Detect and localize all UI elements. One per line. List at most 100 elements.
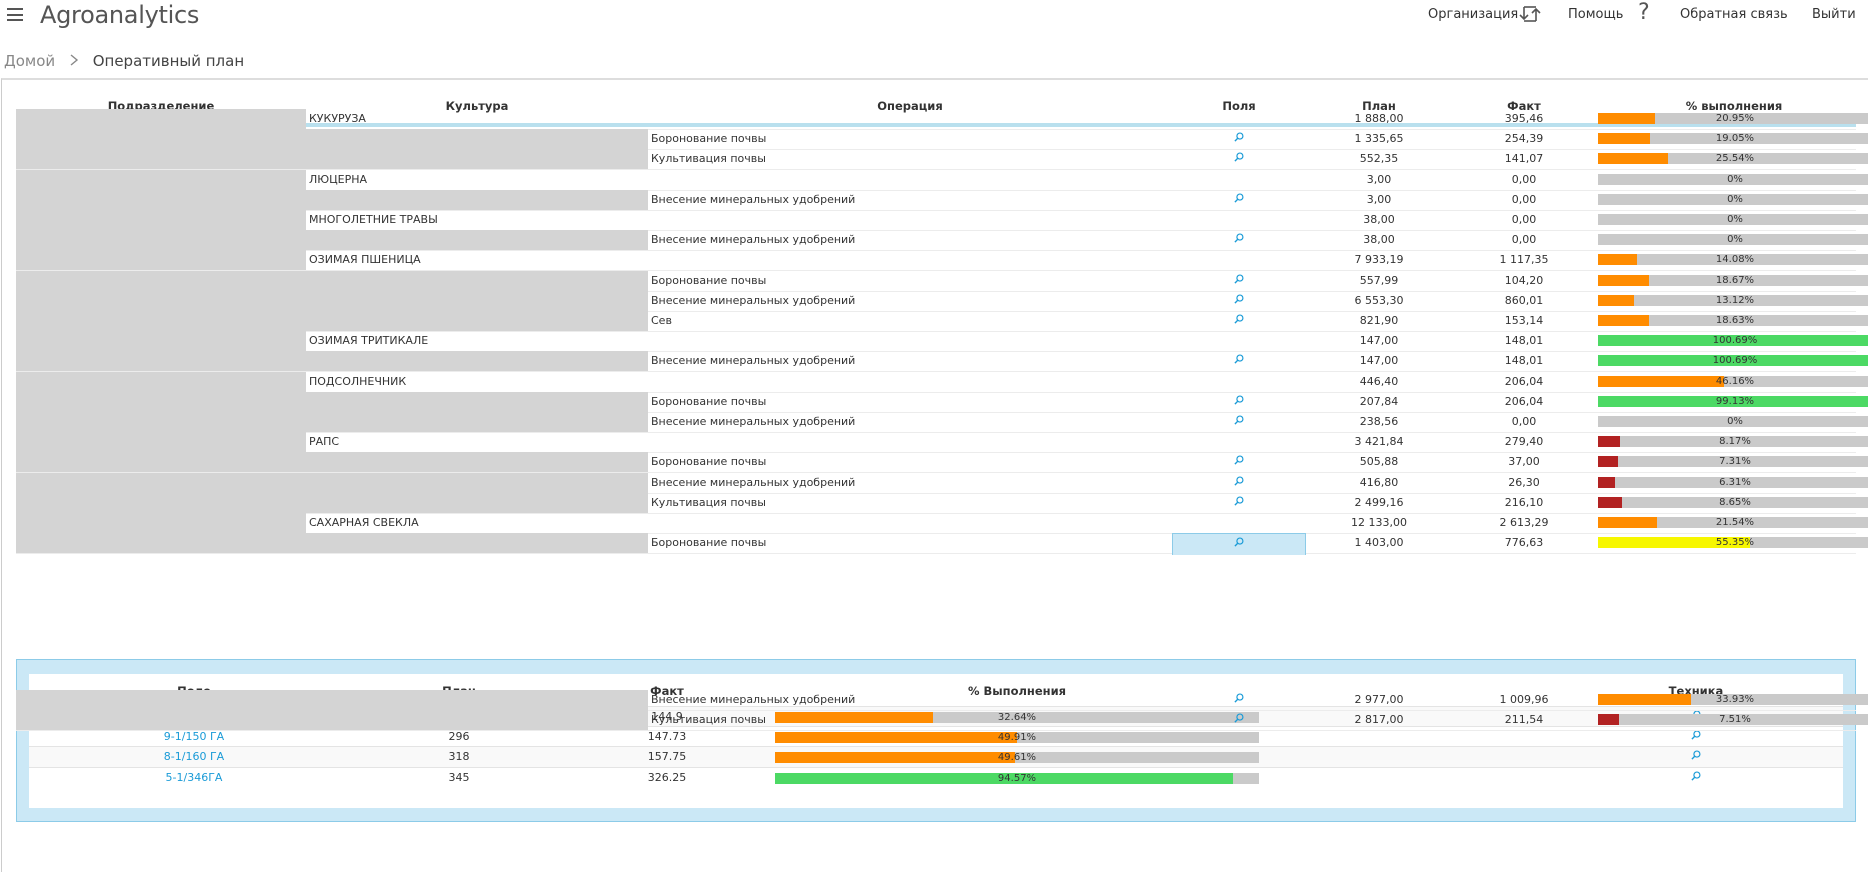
search-icon[interactable] [1234,274,1244,284]
fields-cell[interactable] [1172,129,1306,149]
fields-cell[interactable] [1172,149,1306,169]
search-icon[interactable] [1234,193,1244,203]
fields-cell[interactable] [1172,493,1306,513]
progress-fill [1598,274,1650,286]
progress-label: 94.57% [997,772,1037,784]
operation-row[interactable]: Культивация почвы 552,35 141,07 25.54% [16,149,1868,171]
search-icon[interactable] [1234,455,1244,465]
progress-bar: 8.17% [1598,436,1868,448]
fact-cell: 148,01 [1504,354,1544,368]
col-percent[interactable]: % выполнения [1685,99,1783,113]
culture-row[interactable]: ОЗИМАЯ ТРИТИКАЛЕ 147,00 148,01 100.69% [16,331,1868,353]
search-icon[interactable] [1691,750,1701,760]
logout-link[interactable]: Выйти [1812,7,1856,22]
equipment-cell[interactable] [1549,768,1843,788]
organization-link[interactable]: Организация [1428,7,1519,22]
search-icon[interactable] [1234,537,1244,547]
fields-cell[interactable] [1172,311,1306,331]
operation-row[interactable]: Внесение минеральных удобрений 416,80 26,3… [16,472,1868,494]
col-fields[interactable]: Поля [1222,99,1256,113]
culture-row[interactable]: САХАРНАЯ СВЕКЛА 12 133,00 2 613,29 21.54% [16,513,1868,534]
field-link[interactable]: 9-1/150 ГА [163,730,225,744]
operation-row[interactable]: Боронование почвы 207,84 206,04 99.13% [16,391,1868,413]
search-icon[interactable] [1234,132,1244,142]
culture-row[interactable]: РАПС 3 421,84 279,40 8.17% [16,432,1868,454]
fields-cell[interactable] [1172,452,1306,472]
search-icon[interactable] [1234,354,1244,364]
search-icon[interactable] [1234,395,1244,405]
operation-row[interactable]: Сев 821,90 153,14 18.63% [16,311,1868,332]
plan-cell: 207,84 [1359,394,1399,408]
col-plan[interactable]: План [1362,99,1396,113]
equipment-cell[interactable] [1549,727,1843,747]
field-row[interactable]: 9-1/150 ГА 296 147.73 49.91% [29,726,1843,747]
search-icon[interactable] [1234,152,1244,162]
progress-fill [1598,294,1634,306]
field-row[interactable]: 5-1/346ГА 345 326.25 94.57% [29,766,1843,788]
help-link[interactable]: Помощь [1568,7,1624,22]
operation-row[interactable]: Культивация почвы 2 817,00 211,54 7.51% [16,710,1868,732]
progress-label: 0% [1727,214,1743,225]
fields-cell[interactable] [1172,412,1306,432]
menu-icon[interactable] [7,8,23,21]
col-culture[interactable]: Культура [445,99,509,113]
progress-label: 55.35% [1715,537,1755,549]
operation-row[interactable]: Культивация почвы 2 499,16 216,10 8.65% [16,492,1868,514]
breadcrumb-home[interactable]: Домой [4,52,56,70]
fields-cell[interactable] [1172,230,1306,250]
culture-row[interactable]: ОЗИМАЯ ПШЕНИЦА 7 933,19 1 117,35 14.08% [16,250,1868,272]
field-link[interactable]: 5-1/346ГА [165,770,223,784]
percent-cell: 8.65% [1596,493,1868,513]
percent-cell: 100.69% [1596,351,1868,371]
operation-row[interactable]: Внесение минеральных удобрений 6 553,30 86… [16,290,1868,312]
field-row[interactable]: 8-1/160 ГА 318 157.75 49.61% [29,746,1843,768]
search-icon[interactable] [1234,294,1244,304]
culture-row[interactable]: КУКУРУЗА 1 888,00 395,46 20.95% [16,109,1868,130]
fields-cell[interactable] [1172,690,1306,710]
search-icon[interactable] [1691,771,1701,781]
col-fact[interactable]: Факт [1507,99,1541,113]
field-link[interactable]: 8-1/160 ГА [163,750,225,764]
progress-bar: 0% [1598,173,1868,185]
switch-organization-icon[interactable] [1518,3,1542,25]
operation-row[interactable]: Боронование почвы 557,99 104,20 18.67% [16,270,1868,292]
operation-row[interactable]: Внесение минеральных удобрений 238,56 0,00… [16,412,1868,433]
equipment-cell[interactable] [1549,747,1843,767]
search-icon[interactable] [1234,693,1244,703]
operation-row[interactable]: Боронование почвы 1 403,00 776,63 55.35% [16,533,1868,556]
search-icon[interactable] [1234,476,1244,486]
operation-row[interactable]: Внесение минеральных удобрений 3,00 0,00 0% [16,189,1868,211]
search-icon[interactable] [1234,496,1244,506]
feedback-link[interactable]: Обратная связь [1680,7,1788,22]
fields-cell[interactable] [1172,190,1306,210]
operation-row[interactable]: Боронование почвы 1 335,65 254,39 19.05% [16,129,1868,151]
progress-bar: 14.08% [1598,254,1868,266]
fields-cell[interactable] [1172,392,1306,412]
operation-row[interactable]: Внесение минеральных удобрений 147,00 148,… [16,351,1868,373]
search-icon[interactable] [1691,730,1701,740]
fields-cell[interactable] [1172,351,1306,371]
operation-cell: Сев [651,314,672,327]
col-operation[interactable]: Операция [877,99,943,113]
search-icon[interactable] [1234,233,1244,243]
fields-cell[interactable] [1172,271,1306,291]
search-icon[interactable] [1234,713,1244,723]
fields-cell[interactable] [1172,710,1306,730]
fields-cell[interactable] [1172,533,1306,556]
culture-row[interactable]: ПОДСОЛНЕЧНИК 446,40 206,04 46.16% [16,371,1868,393]
culture-row[interactable]: ЛЮЦЕРНА 3,00 0,00 0% [16,169,1868,191]
culture-row[interactable]: МНОГОЛЕТНИЕ ТРАВЫ 38,00 0,00 0% [16,210,1868,231]
operation-row[interactable]: Боронование почвы 505,88 37,00 7.31% [16,452,1868,474]
culture-cell [306,412,648,432]
detail-col-percent[interactable]: % Выполнения [967,684,1067,698]
search-icon[interactable] [1234,314,1244,324]
detail-col-fact[interactable]: Факт [650,684,684,698]
breadcrumb-current: Оперативный план [92,52,245,70]
division-cell [16,331,306,352]
operation-row[interactable]: Внесение минеральных удобрений 38,00 0,00 0… [16,230,1868,252]
fields-cell[interactable] [1172,291,1306,311]
operation-row[interactable]: Внесение минеральных удобрений 2 977,00 1 … [16,690,1868,711]
fields-cell[interactable] [1172,473,1306,493]
search-icon[interactable] [1234,415,1244,425]
help-icon[interactable]: ? [1638,0,1650,25]
